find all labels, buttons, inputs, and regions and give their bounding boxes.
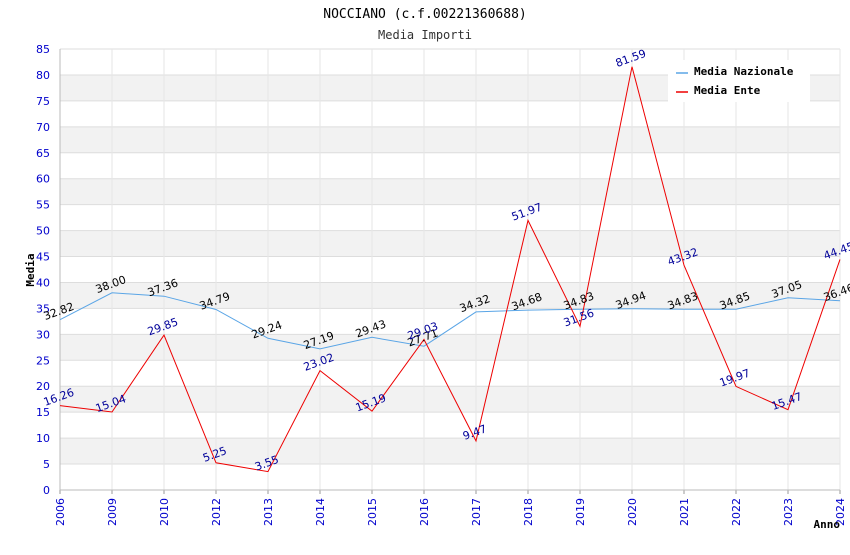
y-tick-label: 10 [36, 432, 50, 445]
x-tick-label: 2019 [574, 498, 587, 526]
grid-band [60, 282, 840, 309]
grid-lines [59, 48, 841, 491]
grid-band [60, 178, 840, 205]
x-tick-label: 2020 [626, 498, 639, 526]
series-line-media-ente [59, 66, 841, 473]
y-tick-label: 30 [36, 328, 50, 341]
y-tick-label: 85 [36, 43, 50, 56]
x-tick-label: 2016 [418, 498, 431, 526]
y-tick-label: 50 [36, 225, 50, 238]
x-tick-label: 2023 [782, 498, 795, 526]
x-tick-label: 2021 [678, 498, 691, 526]
x-tick-label: 2017 [470, 498, 483, 526]
y-tick-label: 25 [36, 354, 50, 367]
x-tick-label: 2009 [106, 498, 119, 526]
data-label-media-ente: 81.59 [614, 47, 648, 70]
y-tick-label: 60 [36, 173, 50, 186]
y-tick-label: 70 [36, 121, 50, 134]
series-lines [59, 66, 841, 473]
legend: Media Nazionale Media Ente [668, 60, 810, 102]
y-tick-label: 75 [36, 95, 50, 108]
grid-band [60, 126, 840, 153]
chart-title: NOCCIANO (c.f.00221360688) [323, 7, 527, 22]
x-tick-label: 2010 [158, 498, 171, 526]
y-tick-label: 5 [43, 458, 50, 471]
y-tick-labels: 0 5 10 15 20 25 30 35 40 45 50 55 60 65 70 75 80 85 [36, 43, 50, 497]
y-axis-label: Media [24, 253, 37, 286]
axes [59, 49, 841, 494]
legend-label-media-ente: Media Ente [694, 84, 761, 97]
legend-label-media-nazionale: Media Nazionale [694, 65, 794, 78]
series-line-media-nazionale [59, 292, 841, 350]
grid-band [60, 334, 840, 361]
y-tick-label: 80 [36, 69, 50, 82]
x-tick-label: 2014 [314, 498, 327, 526]
y-tick-label: 0 [43, 484, 50, 497]
legend-box [668, 60, 810, 102]
x-tick-label: 2018 [522, 498, 535, 526]
x-tick-label: 2013 [262, 498, 275, 526]
chart-subtitle: Media Importi [378, 28, 472, 42]
x-tick-label: 2022 [730, 498, 743, 526]
grid-band [60, 230, 840, 257]
y-tick-label: 20 [36, 380, 50, 393]
y-tick-label: 40 [36, 276, 50, 289]
grid-bands [60, 74, 840, 465]
x-tick-label: 2024 [834, 498, 847, 526]
y-tick-label: 15 [36, 406, 50, 419]
x-tick-label: 2015 [366, 498, 379, 526]
grid-band [60, 438, 840, 465]
x-tick-labels: 2006 2009 2010 2012 2013 2014 2015 2016 2017 2018… [54, 498, 847, 526]
x-axis-label: Anno [814, 518, 841, 531]
y-tick-label: 35 [36, 302, 50, 315]
y-tick-label: 45 [36, 251, 50, 264]
x-tick-label: 2006 [54, 498, 67, 526]
y-tick-label: 55 [36, 199, 50, 212]
x-tick-label: 2012 [210, 498, 223, 526]
y-tick-label: 65 [36, 147, 50, 160]
